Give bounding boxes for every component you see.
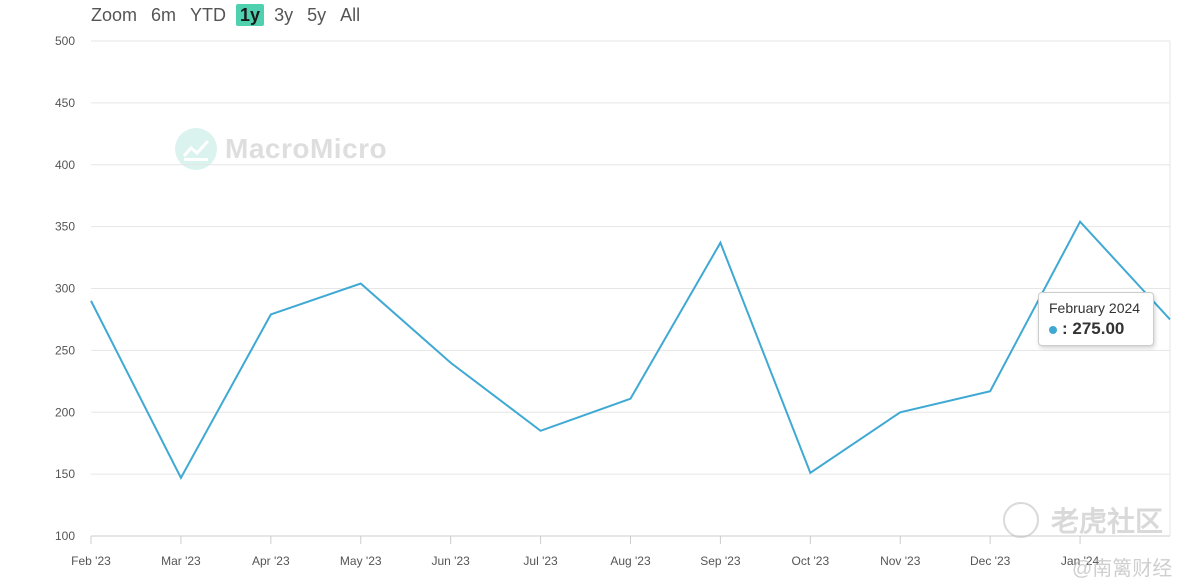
watermark-text: MacroMicro [225,133,388,164]
y-tick-label: 200 [55,405,75,419]
x-tick-label: May '23 [340,554,382,568]
zoom-1y-button[interactable]: 1y [236,4,265,26]
zoom-6m-button[interactable]: 6m [151,5,177,25]
tiger-community-watermark: 老虎社区 [1003,500,1163,540]
series-dot-icon [1049,326,1057,335]
series-line [90,219,1171,480]
x-tick-label: Feb '23 [71,554,111,568]
y-tick-label: 500 [55,34,75,48]
y-tick-label: 400 [55,158,75,172]
y-tick-label: 100 [55,529,75,543]
x-tick-label: Mar '23 [161,554,201,568]
y-tick-label: 250 [55,343,75,357]
x-tick-label: Sep '23 [700,554,741,568]
y-tick-label: 150 [55,467,75,481]
x-tick-label: Apr '23 [252,554,290,568]
x-axis: Feb '23 Mar '23 Apr '23 May '23 Jun '23 Jul '… [71,536,1100,568]
corner-watermark-sub: @南篱财经 [1072,558,1173,580]
x-tick-label: Jan '24 [1061,554,1100,568]
x-tick-label: Aug '23 [610,554,651,568]
tiger-logo-icon [1003,502,1039,538]
zoom-5y-button[interactable]: 5y [307,5,327,25]
series-layer [90,219,1171,480]
macromicro-logo-icon [175,128,217,170]
zoom-label: Zoom [91,4,138,25]
y-axis: 100 150 200 250 300 350 400 450 500 [55,34,75,543]
y-tick-label: 300 [55,282,75,296]
tooltip-value: : 275.00 [1062,319,1125,338]
x-tick-label: Jun '23 [432,554,471,568]
macromicro-watermark: MacroMicro [175,128,387,170]
grid-lines [91,40,1171,537]
x-tick-label: Oct '23 [792,554,830,568]
zoom-all-button[interactable]: All [340,5,361,25]
zoom-bar: Zoom 6m YTD 1y 3y 5y All [91,3,370,27]
zoom-3y-button[interactable]: 3y [274,5,294,25]
x-tick-label: Dec '23 [970,554,1011,568]
zoom-ytd-button[interactable]: YTD [190,5,227,25]
y-tick-label: 450 [55,96,75,110]
tooltip-title: February 2024 [1049,300,1141,316]
x-tick-label: Nov '23 [880,554,921,568]
tooltip: February 2024 : 275.00 [1038,292,1154,346]
y-tick-label: 350 [55,220,75,234]
x-tick-label: Jul '23 [523,554,558,568]
corner-watermark-text: 老虎社区 [1051,506,1164,537]
